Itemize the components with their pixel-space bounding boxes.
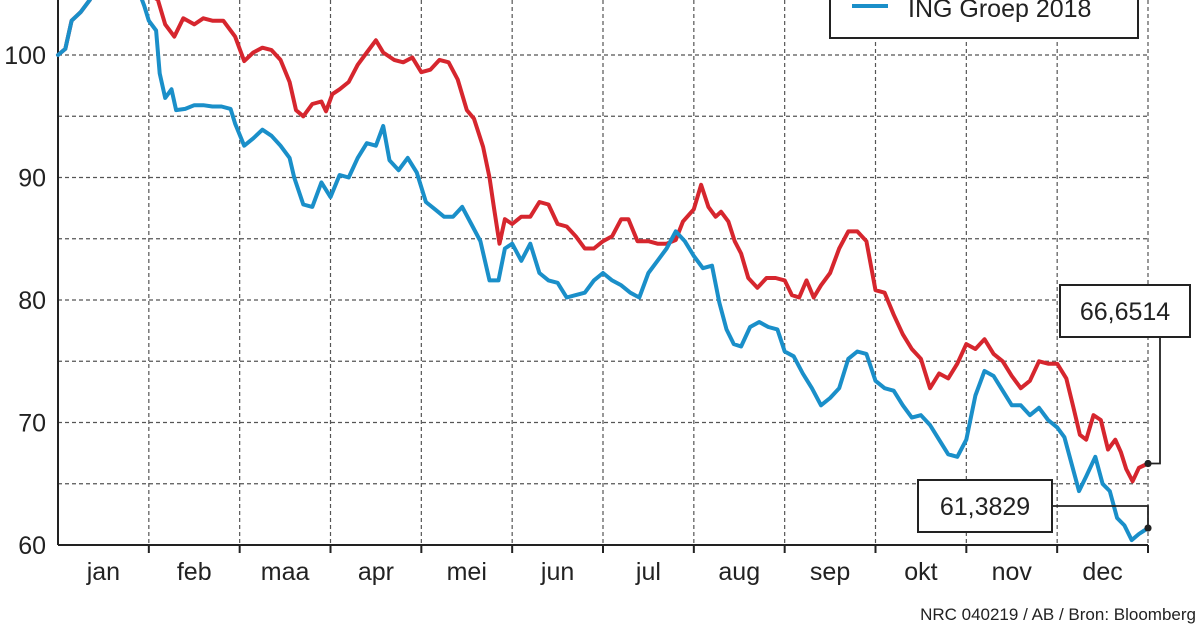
- end-value-label: 61,3829: [940, 493, 1030, 521]
- y-tick-label: 80: [18, 287, 46, 315]
- x-tick-label: sep: [810, 558, 850, 586]
- axes: [57, 0, 1149, 553]
- x-tick-label: apr: [358, 558, 394, 586]
- x-tick-label: nov: [992, 558, 1033, 586]
- end-point-dot: [1144, 524, 1152, 532]
- callout-blue: 61,3829: [917, 479, 1152, 533]
- x-tick-label: mei: [447, 558, 487, 586]
- callout-leader: [1148, 337, 1161, 465]
- x-tick-label: maa: [261, 558, 310, 586]
- x-tick-label: feb: [177, 558, 212, 586]
- callout-red: 66,6514: [1059, 284, 1191, 468]
- x-tick-label: jun: [540, 558, 574, 586]
- callout-leader: [1052, 505, 1149, 529]
- x-tick-label: jan: [86, 558, 120, 586]
- y-tick-label: 60: [18, 532, 46, 560]
- end-point-dot: [1144, 459, 1152, 468]
- labels: 60 70 80 90 100 jan feb maa apr mei jun jul aug sep ok…: [4, 42, 1191, 586]
- y-tick-label: 100: [4, 42, 46, 70]
- source-credit: NRC 040219 / AB / Bron: Bloomberg: [920, 605, 1196, 624]
- series-line-red: [56, 0, 1150, 484]
- x-tick-label: dec: [1082, 558, 1122, 586]
- legend: ING Groep 2018: [829, 0, 1139, 39]
- end-value-label: 66,6514: [1080, 298, 1170, 326]
- series-group: [56, 0, 1150, 543]
- x-tick-label: aug: [718, 558, 760, 586]
- x-tick-label: jul: [635, 558, 661, 586]
- y-tick-label: 90: [18, 165, 46, 193]
- series-line-ing: [56, 0, 1150, 543]
- y-tick-label: 70: [18, 410, 46, 438]
- legend-label: ING Groep 2018: [908, 0, 1091, 23]
- callout-box: [1059, 284, 1191, 338]
- x-tick-label: okt: [904, 558, 937, 586]
- callout-box: [917, 479, 1053, 533]
